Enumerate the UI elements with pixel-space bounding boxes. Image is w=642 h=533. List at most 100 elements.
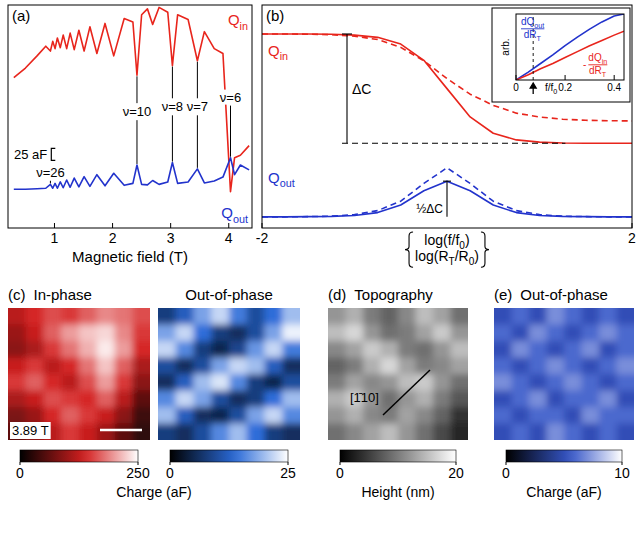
tick-mark: [54, 223, 55, 228]
arrow: [530, 83, 536, 94]
heatmap-cell: [599, 407, 617, 424]
sign: -: [583, 59, 586, 70]
heatmap-cell: [61, 308, 79, 325]
heatmap-cell: [398, 374, 416, 391]
heatmap-cell: [176, 341, 194, 358]
heatmap-cell: [282, 391, 300, 408]
text-part: Q: [228, 11, 240, 28]
annotation-line: [197, 115, 198, 168]
tick-label: 0: [502, 465, 510, 481]
heatmap-cell: [247, 325, 265, 342]
heatmap-cell: [194, 391, 212, 408]
heatmap-cell: [115, 424, 133, 441]
heatmap-cell: [97, 374, 115, 391]
heatmap-cell: [61, 325, 79, 342]
annotation-line: [230, 106, 231, 157]
text-part: dR: [589, 65, 602, 76]
label-patch: [186, 99, 209, 114]
annotation-label: ν=26: [36, 165, 65, 180]
heatmap-cell: [582, 407, 600, 424]
heatmap-cell: [363, 325, 381, 342]
heatmap-cell: [282, 424, 300, 441]
heatmap-cell: [617, 341, 635, 358]
heatmap-cell: [115, 341, 133, 358]
heatmap-cell: [529, 391, 547, 408]
heatmap-cell: [247, 424, 265, 441]
denominator: dRT: [524, 29, 542, 43]
fraction-label: -dQindRT: [583, 52, 607, 79]
heatmap-cell: [529, 374, 547, 391]
heatmap-cell: [381, 358, 399, 375]
heatmap-cell: [158, 308, 176, 325]
bracket-cap: [443, 181, 451, 182]
heatmap-cell: [433, 374, 451, 391]
heatmap-cell: [328, 424, 346, 441]
heatmap-cell: [194, 424, 212, 441]
heatmap-cell: [363, 341, 381, 358]
heatmap-cell: [282, 308, 300, 325]
series-label: Qin: [268, 42, 288, 63]
heatmap-cell: [282, 358, 300, 375]
panel-letter: (e): [494, 286, 512, 303]
heatmap-cell: [79, 325, 97, 342]
heatmap-cell: [416, 325, 434, 342]
label-patch: [161, 99, 184, 114]
field-label: 3.89 T: [12, 423, 49, 438]
heatmap-cell: [416, 391, 434, 408]
tick-label: 10: [614, 465, 630, 481]
heatmap-cell: [97, 407, 115, 424]
heatmap-cell: [158, 341, 176, 358]
annotation: ν=10: [122, 104, 153, 119]
heatmap-cell: [512, 374, 530, 391]
colorbar: [20, 450, 138, 462]
heatmap-cell: [512, 407, 530, 424]
heatmap-cell: [265, 374, 283, 391]
heatmap-cell: [247, 308, 265, 325]
colorbar: [170, 450, 288, 462]
heatmap-cell: [494, 374, 512, 391]
heatmap-cell: [416, 374, 434, 391]
heatmap-cell: [363, 424, 381, 441]
label-patch: [10, 422, 51, 439]
heatmap-cell: [451, 325, 469, 342]
series-line: [262, 168, 632, 217]
heatmap-cell: [564, 341, 582, 358]
heatmap-cell: [564, 308, 582, 325]
series-group: [14, 7, 249, 191]
heatmap-cell: [61, 407, 79, 424]
inset-box: [492, 8, 630, 102]
series-line: [516, 14, 624, 80]
heatmap-cell: [346, 341, 364, 358]
heatmap-cell: [433, 341, 451, 358]
heatmap-cell: [416, 424, 434, 441]
heatmap-cell: [97, 358, 115, 375]
heatmap-cell: [265, 391, 283, 408]
heatmap-cell: [247, 341, 265, 358]
figure: 1234(a)Magnetic field (T)QinQoutν=26ν=10…: [0, 0, 642, 533]
tick-label: 0.4: [607, 82, 621, 93]
label-patch: [35, 165, 66, 180]
heatmap-cell: [176, 407, 194, 424]
heatmap-cell: [564, 325, 582, 342]
heatmap-cell: [79, 341, 97, 358]
heatmap-cell: [211, 374, 229, 391]
heatmap-cell: [26, 374, 44, 391]
text-part: dR: [524, 29, 537, 40]
heatmap-cells: [494, 308, 634, 440]
heatmap-cell: [381, 308, 399, 325]
colorbar-title: Height (nm): [361, 484, 434, 500]
series-line: [14, 158, 249, 190]
heatmap-cell: [398, 325, 416, 342]
tick-mark: [614, 75, 615, 80]
panel-letter: (c): [8, 286, 26, 303]
heatmap-cell: [61, 391, 79, 408]
tick-mark: [632, 223, 633, 228]
heatmap-cell: [547, 325, 565, 342]
heatmap-cell: [494, 407, 512, 424]
heatmap-cell: [44, 358, 62, 375]
heatmap-cell: [381, 341, 399, 358]
annotation-line: [136, 120, 137, 164]
heatmap-cell: [8, 308, 26, 325]
annotation-label: ν=6: [220, 90, 241, 105]
heatmap-cell: [158, 391, 176, 408]
